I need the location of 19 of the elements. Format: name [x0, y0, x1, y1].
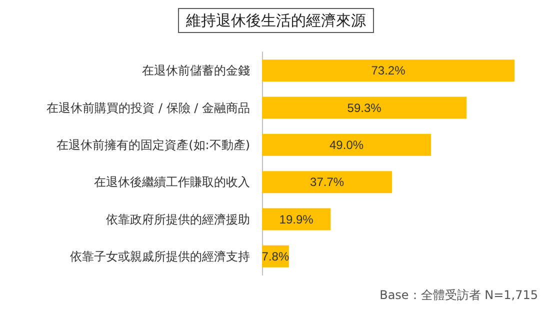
bar: [262, 171, 392, 194]
y-tick-label: 在退休前擁有的固定資產(如:不動產): [56, 138, 250, 152]
bar: [262, 134, 432, 156]
y-tick-label: 在退休後繼續工作賺取的收入: [94, 175, 250, 190]
data-label: 73.2%: [371, 64, 406, 78]
data-label: 7.8%: [262, 249, 290, 264]
bar: [262, 96, 467, 119]
y-tick-label: 依靠子女或親戚所提供的經濟支持: [70, 249, 250, 264]
y-tick-label: 依靠政府所提供的經濟援助: [106, 212, 250, 226]
data-label: 49.0%: [330, 138, 364, 152]
y-tick-label: 在退休前購買的投資 / 保險 / 金融商品: [46, 100, 250, 115]
chart-title: 維持退休後生活的經濟來源: [185, 12, 366, 30]
bar: [262, 60, 515, 82]
bar: [262, 208, 331, 230]
data-label: 37.7%: [310, 175, 344, 190]
y-tick-label: 在退休前儲蓄的金錢: [142, 64, 250, 78]
data-label: 19.9%: [279, 212, 314, 226]
data-label: 59.3%: [347, 100, 382, 115]
text: Base：全體受訪者 N=1,715: [380, 288, 538, 302]
